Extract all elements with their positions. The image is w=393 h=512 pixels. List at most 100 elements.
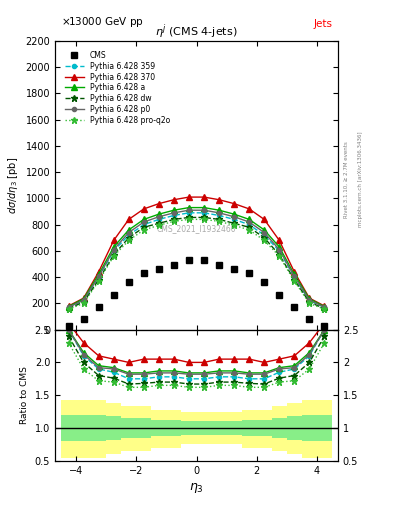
Pythia 6.428 dw xyxy=(141,224,146,230)
Pythia 6.428 pro-q2o xyxy=(111,253,116,259)
X-axis label: $\eta_3$: $\eta_3$ xyxy=(189,481,204,495)
Pythia 6.428 p0 xyxy=(322,304,327,310)
CMS xyxy=(66,323,71,329)
Pythia 6.428 pro-q2o xyxy=(277,253,282,259)
Pythia 6.428 pro-q2o xyxy=(172,218,176,224)
Text: mcplots.cern.ch [arXiv:1306.3436]: mcplots.cern.ch [arXiv:1306.3436] xyxy=(358,132,363,227)
Pythia 6.428 359 xyxy=(307,297,312,304)
Pythia 6.428 dw xyxy=(217,216,221,222)
Line: Pythia 6.428 dw: Pythia 6.428 dw xyxy=(65,214,328,312)
Pythia 6.428 p0 xyxy=(187,207,191,214)
Pythia 6.428 370 xyxy=(96,269,101,275)
CMS xyxy=(172,262,176,268)
Pythia 6.428 359 xyxy=(187,210,191,216)
CMS xyxy=(247,270,252,276)
Legend: CMS, Pythia 6.428 359, Pythia 6.428 370, Pythia 6.428 a, Pythia 6.428 dw, Pythia: CMS, Pythia 6.428 359, Pythia 6.428 370,… xyxy=(62,48,173,128)
Pythia 6.428 370 xyxy=(127,216,131,222)
Pythia 6.428 a xyxy=(202,204,206,210)
Pythia 6.428 dw xyxy=(292,276,297,283)
Line: Pythia 6.428 p0: Pythia 6.428 p0 xyxy=(66,208,327,309)
Pythia 6.428 dw xyxy=(247,224,252,230)
Pythia 6.428 370 xyxy=(202,194,206,200)
Y-axis label: $d\sigma/d\eta_3\ \mathrm{[pb]}$: $d\sigma/d\eta_3\ \mathrm{[pb]}$ xyxy=(6,157,20,214)
Pythia 6.428 pro-q2o xyxy=(232,222,237,228)
Line: Pythia 6.428 370: Pythia 6.428 370 xyxy=(66,195,327,309)
Pythia 6.428 pro-q2o xyxy=(202,216,206,222)
Pythia 6.428 a xyxy=(81,296,86,302)
Pythia 6.428 370 xyxy=(156,201,161,207)
Pythia 6.428 pro-q2o xyxy=(156,222,161,228)
Pythia 6.428 dw xyxy=(187,215,191,221)
Pythia 6.428 359 xyxy=(262,232,266,238)
CMS xyxy=(307,316,312,322)
Pythia 6.428 p0 xyxy=(292,273,297,280)
Pythia 6.428 370 xyxy=(307,295,312,301)
CMS xyxy=(96,304,101,310)
CMS xyxy=(262,279,266,285)
Pythia 6.428 359 xyxy=(247,222,252,228)
Pythia 6.428 dw xyxy=(277,252,282,258)
Pythia 6.428 370 xyxy=(187,194,191,200)
Pythia 6.428 370 xyxy=(141,206,146,212)
Pythia 6.428 a xyxy=(172,207,176,214)
Pythia 6.428 359 xyxy=(202,210,206,216)
Text: CMS_2021_I1932460: CMS_2021_I1932460 xyxy=(157,224,236,233)
Pythia 6.428 359 xyxy=(141,222,146,228)
Pythia 6.428 370 xyxy=(111,237,116,243)
Pythia 6.428 p0 xyxy=(217,210,221,216)
Pythia 6.428 p0 xyxy=(111,246,116,252)
Pythia 6.428 pro-q2o xyxy=(66,306,71,312)
Pythia 6.428 dw xyxy=(172,216,176,222)
Pythia 6.428 pro-q2o xyxy=(96,278,101,284)
Pythia 6.428 a xyxy=(156,211,161,217)
Pythia 6.428 pro-q2o xyxy=(141,227,146,233)
Line: Pythia 6.428 a: Pythia 6.428 a xyxy=(66,205,327,309)
Pythia 6.428 dw xyxy=(111,252,116,258)
Pythia 6.428 pro-q2o xyxy=(292,278,297,284)
Pythia 6.428 p0 xyxy=(262,229,266,236)
Pythia 6.428 359 xyxy=(111,248,116,254)
Pythia 6.428 pro-q2o xyxy=(217,218,221,224)
Pythia 6.428 dw xyxy=(81,299,86,305)
Pythia 6.428 p0 xyxy=(66,304,71,310)
CMS xyxy=(141,270,146,276)
CMS xyxy=(187,257,191,263)
Line: Pythia 6.428 359: Pythia 6.428 359 xyxy=(66,211,327,309)
CMS xyxy=(217,262,221,268)
Title: $\eta^j$ (CMS 4-jets): $\eta^j$ (CMS 4-jets) xyxy=(155,22,238,41)
CMS xyxy=(322,323,327,329)
Pythia 6.428 a xyxy=(232,211,237,217)
Pythia 6.428 a xyxy=(111,244,116,250)
Pythia 6.428 370 xyxy=(247,206,252,212)
Line: Pythia 6.428 pro-q2o: Pythia 6.428 pro-q2o xyxy=(65,216,328,313)
Pythia 6.428 p0 xyxy=(96,273,101,280)
Pythia 6.428 p0 xyxy=(172,210,176,216)
Pythia 6.428 370 xyxy=(66,303,71,309)
Pythia 6.428 pro-q2o xyxy=(322,306,327,312)
Pythia 6.428 p0 xyxy=(277,246,282,252)
Pythia 6.428 dw xyxy=(307,299,312,305)
CMS xyxy=(111,292,116,298)
Pythia 6.428 p0 xyxy=(307,297,312,303)
Pythia 6.428 a xyxy=(262,227,266,233)
Pythia 6.428 p0 xyxy=(156,214,161,220)
Pythia 6.428 370 xyxy=(232,201,237,207)
Pythia 6.428 a xyxy=(247,216,252,222)
Pythia 6.428 370 xyxy=(292,269,297,275)
Pythia 6.428 359 xyxy=(217,212,221,219)
Pythia 6.428 359 xyxy=(156,216,161,222)
Pythia 6.428 pro-q2o xyxy=(127,237,131,243)
Pythia 6.428 a xyxy=(292,271,297,278)
Pythia 6.428 p0 xyxy=(127,229,131,236)
Pythia 6.428 dw xyxy=(322,306,327,312)
Pythia 6.428 pro-q2o xyxy=(307,300,312,306)
Pythia 6.428 370 xyxy=(262,216,266,222)
Line: CMS: CMS xyxy=(66,257,327,329)
Pythia 6.428 pro-q2o xyxy=(262,237,266,243)
Pythia 6.428 359 xyxy=(322,304,327,310)
CMS xyxy=(292,304,297,310)
Pythia 6.428 a xyxy=(141,216,146,222)
Pythia 6.428 p0 xyxy=(247,219,252,225)
Pythia 6.428 dw xyxy=(202,215,206,221)
Pythia 6.428 dw xyxy=(262,234,266,241)
